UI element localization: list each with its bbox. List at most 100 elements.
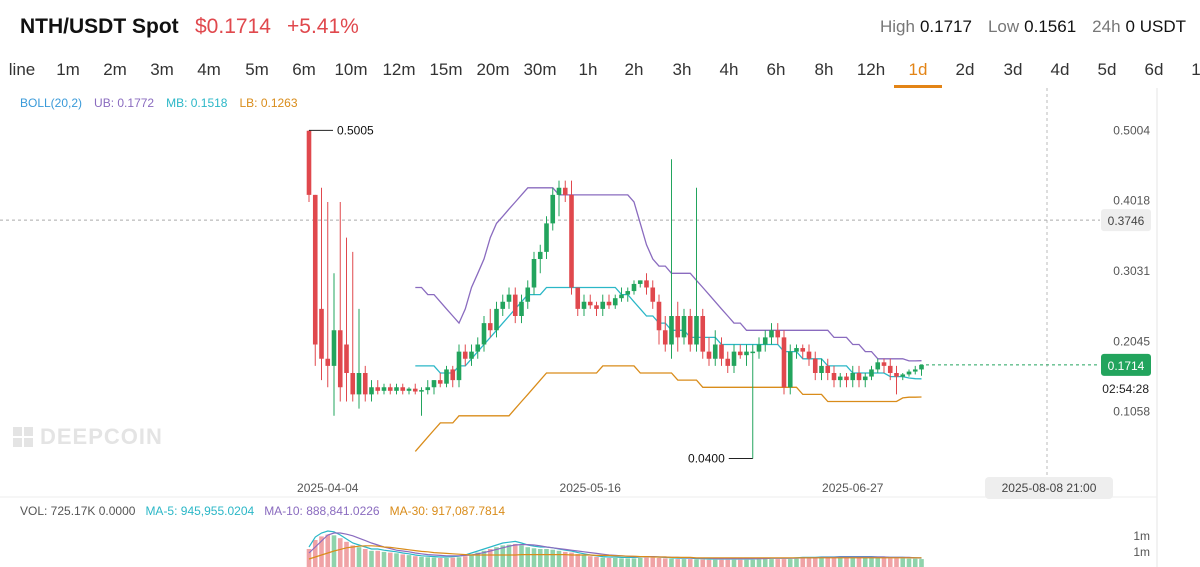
max-price-label: 0.5005 <box>337 123 374 137</box>
candle-body <box>481 323 487 345</box>
interval-tab-3h[interactable]: 3h <box>672 60 692 79</box>
volume-legend: VOL: 725.17K 0.0000 MA-5: 945,955.0204 MA-… <box>20 504 505 518</box>
candle-body <box>737 351 743 356</box>
interval-tab-4h[interactable]: 4h <box>719 60 739 79</box>
volume-bar <box>681 559 687 567</box>
volume-bar <box>800 558 806 567</box>
candle-body <box>694 316 699 345</box>
interval-tab-5m[interactable]: 5m <box>245 60 269 79</box>
candle-body <box>919 364 924 370</box>
interval-tab-4m[interactable]: 4m <box>197 60 221 79</box>
candle-body <box>425 387 431 391</box>
volume-bar <box>919 559 924 567</box>
candle-body <box>706 351 712 359</box>
candle-body <box>869 369 874 377</box>
volume-axis-label: 1m <box>1133 545 1150 559</box>
volume-bar <box>487 549 493 567</box>
candle-body <box>525 287 531 302</box>
volume-bar <box>544 549 549 567</box>
interval-tab-6d[interactable]: 6d <box>1144 60 1164 79</box>
volume-bar <box>694 559 699 567</box>
volume-bar <box>756 559 762 567</box>
volume-bar <box>400 554 406 567</box>
candle-body <box>656 301 662 331</box>
candle-body <box>456 351 462 381</box>
volume-bar <box>462 556 468 567</box>
interval-tab-20m[interactable]: 20m <box>476 60 510 79</box>
interval-tabs: line 1m 2m 3m 4m 5m 6m 10m 12m 15m 20m 30m 1h 2h 3h 4h 6… <box>0 58 1200 88</box>
boll-lower-band <box>414 365 922 452</box>
volume-bar <box>856 557 862 567</box>
volume-bar <box>531 548 537 567</box>
volume-bar <box>600 557 606 567</box>
crosshair-price-tag <box>1101 209 1151 232</box>
candle-body <box>750 351 756 354</box>
volume-ma30-line <box>308 545 922 560</box>
candle-body <box>356 373 362 395</box>
volume-bar <box>825 558 831 567</box>
candle-body <box>412 388 418 392</box>
volume-bar <box>525 547 531 567</box>
stat-high: High 0.1717 <box>880 17 972 36</box>
interval-tab-12h[interactable]: 12h <box>856 60 886 79</box>
candle-body <box>375 387 381 391</box>
volume-bar <box>831 558 837 567</box>
candle-body <box>431 380 437 388</box>
candle-body <box>650 287 656 302</box>
volume-bar <box>731 559 737 567</box>
volume-bar <box>356 547 362 567</box>
interval-tab-4d[interactable]: 4d <box>1050 60 1070 79</box>
candle-body <box>581 301 587 309</box>
volume-bar <box>631 558 637 567</box>
interval-tab-10m[interactable]: 10m <box>334 60 368 79</box>
interval-tab-12m[interactable]: 12m <box>382 60 416 79</box>
interval-tab-30m[interactable]: 30m <box>523 60 557 79</box>
interval-tab-2h[interactable]: 2h <box>624 60 644 79</box>
interval-tab-5d[interactable]: 5d <box>1097 60 1117 79</box>
boll-middle-band <box>415 286 922 380</box>
volume-bar <box>712 559 718 567</box>
y-axis-tick-label: 0.4018 <box>1113 194 1150 208</box>
interval-tab-3m[interactable]: 3m <box>150 60 174 79</box>
interval-tab-2m[interactable]: 2m <box>103 60 127 79</box>
candle-body <box>762 337 768 345</box>
interval-tab-1[interactable]: 1 <box>1191 60 1200 79</box>
interval-tab-1h[interactable]: 1h <box>578 60 598 79</box>
interval-tab-3d[interactable]: 3d <box>1003 60 1023 79</box>
volume-bar <box>806 558 812 567</box>
volume-bar <box>537 549 543 567</box>
candle-body <box>644 280 649 288</box>
interval-tab-line[interactable]: line <box>8 60 36 79</box>
candle-body <box>687 316 693 345</box>
last-price: $0.1714 <box>195 15 271 38</box>
interval-tab-6h[interactable]: 6h <box>766 60 786 79</box>
interval-tab-15m[interactable]: 15m <box>429 60 463 79</box>
volume-bar <box>662 558 668 567</box>
interval-tab-2d[interactable]: 2d <box>955 60 975 79</box>
volume-bar <box>906 558 912 567</box>
candle-body <box>812 358 818 373</box>
candle-body <box>387 387 393 391</box>
current-price-label: 0.1714 <box>1108 359 1145 373</box>
crosshair-price-label: 0.3746 <box>1108 214 1145 228</box>
candle-body <box>369 387 374 395</box>
volume-bar <box>412 556 418 567</box>
interval-tab-6m[interactable]: 6m <box>292 60 316 79</box>
interval-tab-8h[interactable]: 8h <box>814 60 834 79</box>
candle-body <box>900 374 906 377</box>
trading-pair-title[interactable]: NTH/USDT Spot <box>20 15 179 38</box>
candle-body <box>606 301 612 306</box>
volume-bar <box>369 550 374 567</box>
interval-tab-1m[interactable]: 1m <box>56 60 80 79</box>
candle-body <box>544 223 549 252</box>
volume-bar <box>894 558 899 567</box>
stat-24h-volume: 24h 0 USDT <box>1092 17 1186 36</box>
interval-tab-1d[interactable]: 1d <box>908 60 928 79</box>
candle-body <box>787 351 793 388</box>
candle-body <box>675 316 681 338</box>
volume-bar <box>787 559 793 567</box>
volume-bar <box>350 545 356 567</box>
candle-body <box>600 301 606 309</box>
y-axis-tick-label: 0.2045 <box>1113 334 1150 348</box>
